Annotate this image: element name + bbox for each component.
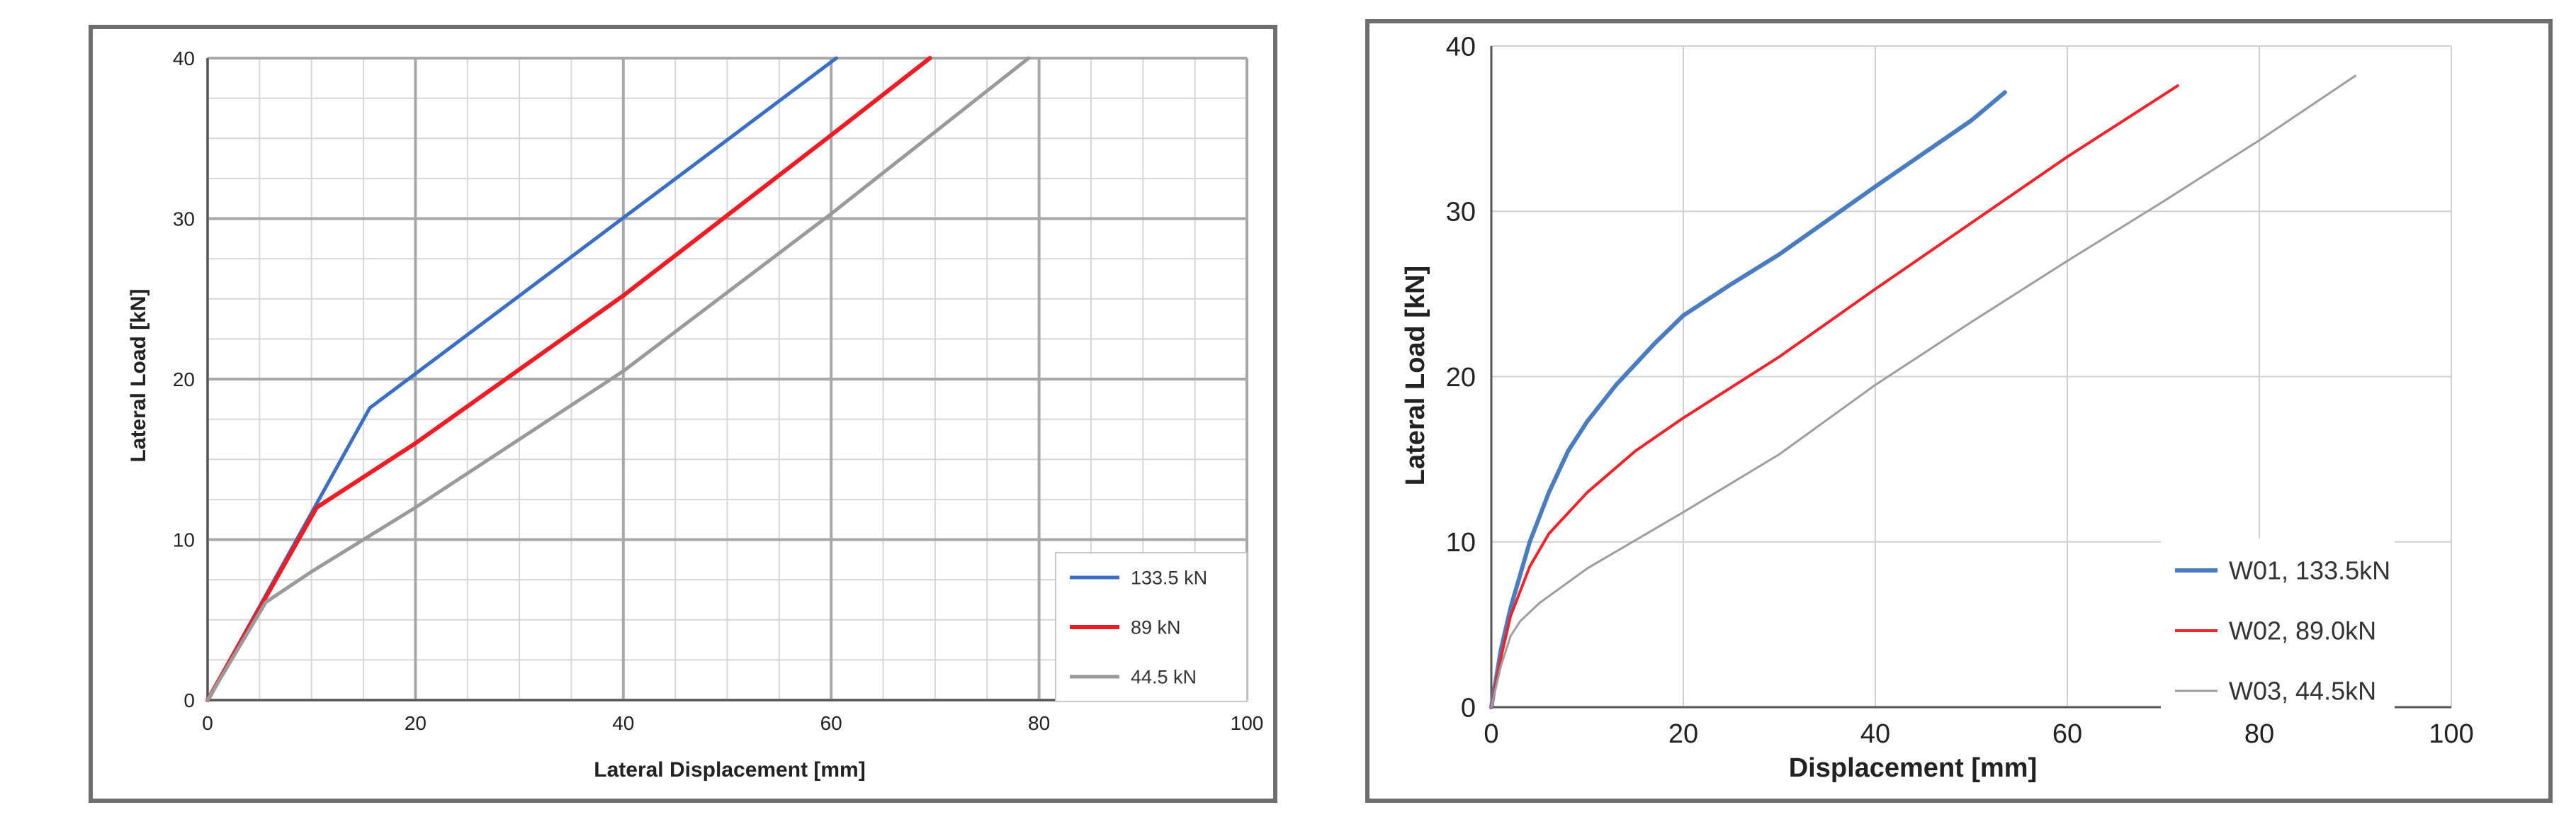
y-axis-label: Lateral Load [kN] — [127, 288, 150, 462]
y-tick-labels: 0 10 20 30 40 — [173, 47, 195, 711]
y-tick-labels: 0 10 20 30 40 — [1446, 32, 1476, 723]
x-tick-label: 40 — [1860, 719, 1890, 749]
series-line-2 — [205, 56, 932, 702]
legend-label: W02, 89.0kN — [2229, 616, 2376, 646]
legend-label: W01, 133.5kN — [2229, 556, 2390, 585]
legend-entries: W01, 133.5kN W02, 89.0kN W03, 44.5kN — [2175, 556, 2390, 706]
y-axis-label: Lateral Load [kN] — [1401, 266, 1430, 485]
x-tick-label: 40 — [612, 712, 634, 734]
y-tick-label: 10 — [1446, 528, 1476, 558]
x-tick-label: 80 — [1028, 712, 1050, 734]
x-tick-label: 100 — [2429, 719, 2473, 749]
legend: 133.5 kN 89 kN 44.5 kN — [1055, 552, 1248, 702]
x-axis-label: Displacement [mm] — [1789, 753, 2038, 783]
legend-label: W03, 44.5kN — [2229, 677, 2376, 706]
y-tick-label: 10 — [173, 529, 195, 551]
x-tick-labels: 0 20 40 60 80 100 — [202, 712, 1263, 734]
y-tick-label: 40 — [1446, 32, 1476, 62]
y-tick-label: 20 — [1446, 363, 1476, 393]
legend-label: 44.5 kN — [1131, 666, 1197, 687]
x-tick-label: 20 — [405, 712, 426, 734]
y-tick-label: 30 — [1446, 198, 1476, 227]
x-tick-label: 60 — [2052, 719, 2082, 749]
y-tick-label: 0 — [1461, 693, 1476, 723]
chart-left: 0 20 40 60 80 100 0 10 20 30 40 Lateral Displacem… — [89, 25, 1277, 803]
y-tick-label: 30 — [173, 208, 195, 230]
x-tick-label: 20 — [1668, 719, 1698, 749]
y-tick-label: 20 — [173, 368, 195, 390]
x-tick-label: 60 — [820, 712, 842, 734]
legend: W01, 133.5kN W02, 89.0kN W03, 44.5kN — [2161, 539, 2395, 723]
x-tick-label: 0 — [202, 712, 213, 734]
legend-label: 133.5 kN — [1131, 567, 1207, 588]
x-axis-label: Lateral Displacement [mm] — [594, 758, 865, 782]
legend-label: 89 kN — [1131, 616, 1181, 638]
x-tick-label: 100 — [1231, 712, 1264, 734]
legend-entries: 133.5 kN 89 kN 44.5 kN — [1070, 567, 1207, 687]
series-line-2 — [1490, 84, 2179, 709]
series-line-3 — [1490, 74, 2356, 709]
y-tick-label: 40 — [173, 47, 195, 69]
y-tick-label: 0 — [183, 689, 195, 711]
series-lines — [205, 56, 1031, 702]
series-line-3 — [205, 56, 1031, 702]
x-tick-label: 0 — [1484, 719, 1498, 749]
x-tick-label: 80 — [2244, 719, 2274, 749]
series-line-1 — [1489, 90, 2007, 709]
chart-right: 0 20 40 60 80 100 0 10 20 30 40 Displacement [mm]… — [1365, 19, 2553, 803]
series-lines — [1489, 74, 2356, 709]
x-tick-labels: 0 20 40 60 80 100 — [1484, 719, 2473, 749]
